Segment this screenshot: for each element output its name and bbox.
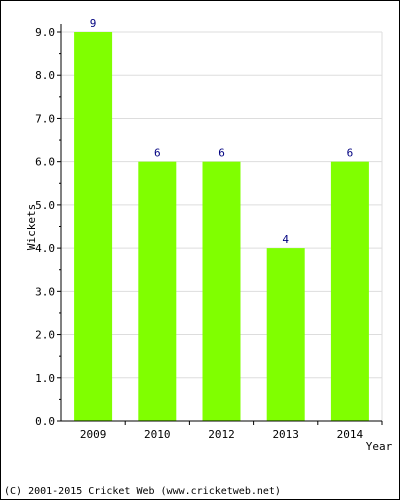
y-tick-label: 9.0 [35,26,55,39]
x-tick-label: 2010 [144,428,171,441]
y-tick-label: 6.0 [35,156,55,169]
bar [266,248,305,421]
y-tick-label: 4.0 [35,242,55,255]
y-tick-label: 8.0 [35,69,55,82]
bar-value-label: 6 [154,147,161,160]
bar-value-label: 6 [347,147,354,160]
y-tick-label: 7.0 [35,112,55,125]
y-tick-label: 0.0 [35,415,55,428]
bar-chart: 0.0 1.0 2.0 3.0 4.0 5.0 6.0 7.0 8.0 9.0 9 2009 6 2010… [25,17,393,453]
y-axis-title: Wickets [25,204,38,250]
x-axis-title: Year [366,440,393,453]
bar-value-label: 6 [218,147,225,160]
x-tick-label: 2014 [337,428,364,441]
axes [57,24,383,425]
labels: 0.0 1.0 2.0 3.0 4.0 5.0 6.0 7.0 8.0 9.0 9 2009 6 2010… [35,17,363,441]
bar [330,161,369,421]
y-tick-label: 1.0 [35,372,55,385]
bar-value-label: 9 [90,17,97,30]
bar-value-label: 4 [282,233,289,246]
x-tick-label: 2009 [80,428,107,441]
bar [138,161,177,421]
x-tick-label: 2013 [272,428,299,441]
y-tick-label: 5.0 [35,199,55,212]
y-tick-label: 3.0 [35,285,55,298]
y-tick-label: 2.0 [35,329,55,342]
bars [74,32,369,421]
x-tick-label: 2012 [208,428,235,441]
copyright-credit: (C) 2001-2015 Cricket Web (www.cricketwe… [4,486,281,497]
bar [202,161,241,421]
bar [74,32,113,421]
